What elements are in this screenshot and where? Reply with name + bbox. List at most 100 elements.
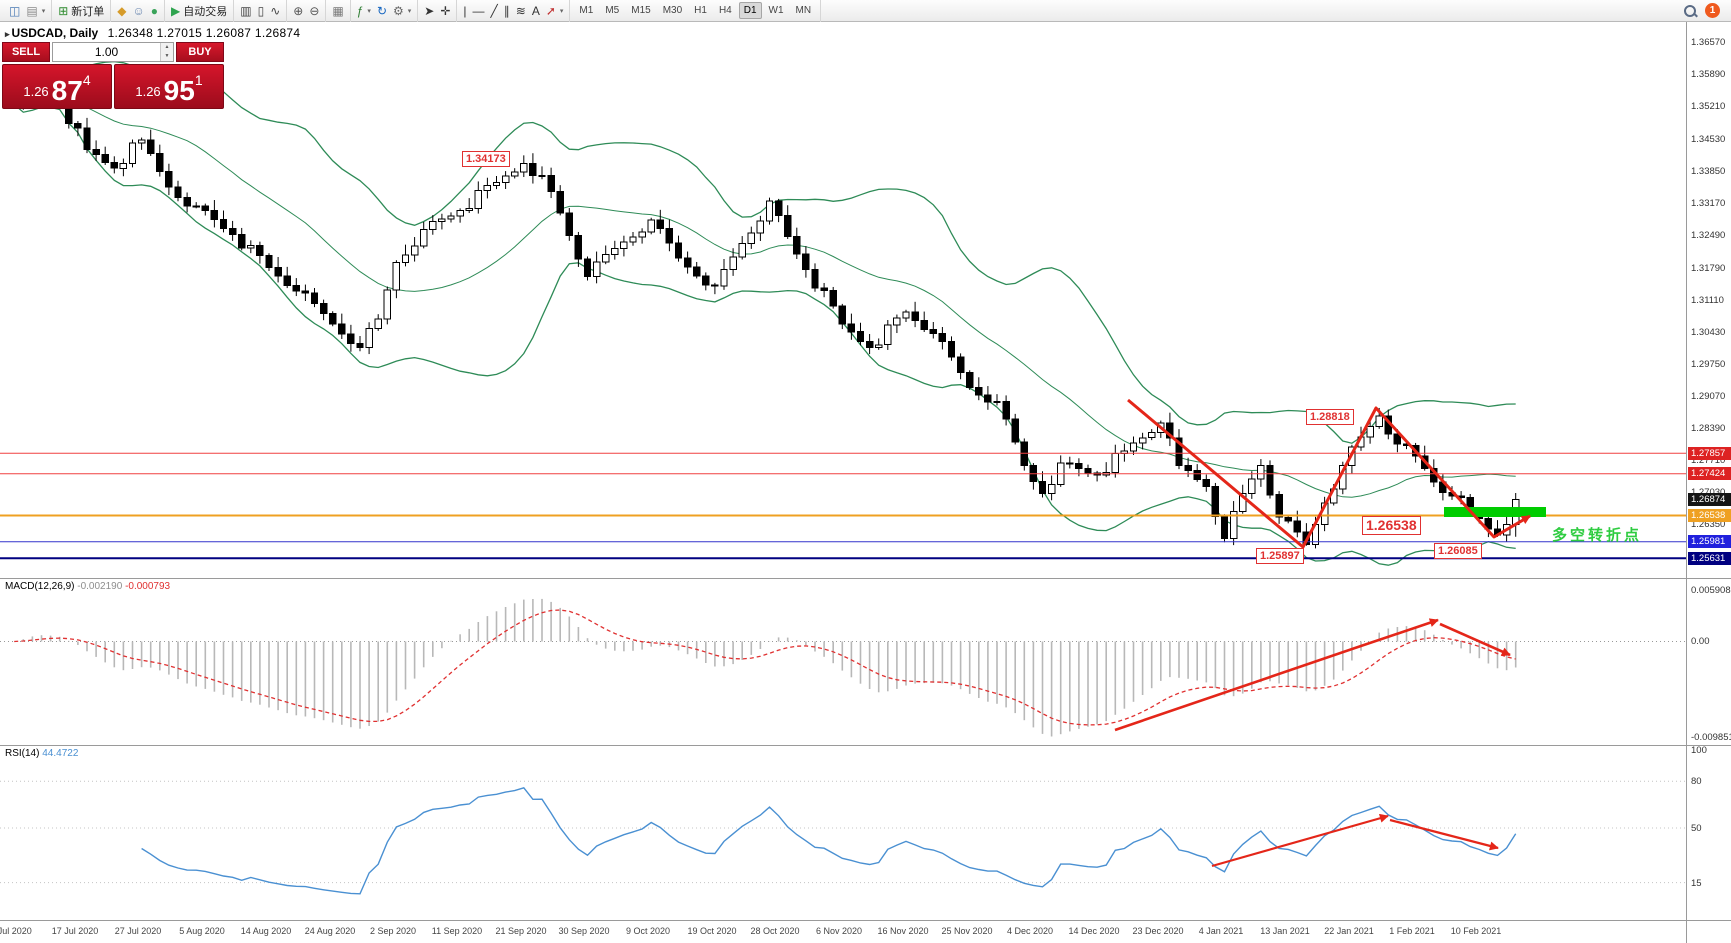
profiles-icon: ▤ xyxy=(26,3,38,18)
indicators-button-dropdown-icon[interactable]: ▾ xyxy=(367,7,371,15)
pane-frame xyxy=(0,22,1731,943)
bid-price-small: 1.26 xyxy=(23,84,49,99)
bid-price-box[interactable]: 1.26 87 4 xyxy=(2,64,112,109)
search-icon[interactable] xyxy=(1683,4,1697,18)
macd-tick--0.009851: -0.009851 xyxy=(1691,732,1731,743)
toolbar-groups: ◫ ▤ ▾ ⊞ 新订单 ◆ ☺ ● ▶ 自动交易 ▥ ▯ ∿ ⊕ ⊖ ▦ ƒ ▾ ↻ ⚙ ▾ ➤ ✛ | — ╱ ∥ ≋ A ➚ ▾ M1 M5… xyxy=(3,0,822,22)
notifications-badge[interactable]: 1 xyxy=(1705,3,1720,18)
tile-windows-icon: ▦ xyxy=(332,3,344,18)
date-label-14-Aug-2020: 14 Aug 2020 xyxy=(240,926,292,936)
new-order-icon: ⊞ xyxy=(58,3,69,18)
refresh-button[interactable]: ↻ xyxy=(374,2,390,20)
macd-signal-value: -0.000793 xyxy=(125,581,171,592)
macd-tick-0.005908: 0.005908 xyxy=(1691,585,1731,596)
channel-tool-button[interactable]: ∥ xyxy=(501,2,513,20)
date-label-7-Jul-2020: 7 Jul 2020 xyxy=(0,926,32,936)
volume-down-button[interactable]: ▼ xyxy=(161,52,173,61)
ask-price-small: 1.26 xyxy=(135,84,161,99)
chart-settings-button-dropdown-icon[interactable]: ▾ xyxy=(407,7,412,15)
annotation-jan-high: 1.28818 xyxy=(1306,409,1354,425)
annotation-jan-low: 1.25897 xyxy=(1256,548,1304,564)
price-axis[interactable]: 1.36570 1.35890 1.35210 1.34530 1.33850 1.331… xyxy=(1688,0,1731,943)
annotation-key-level: 1.26538 xyxy=(1362,516,1421,535)
zoom-out-icon: ⊖ xyxy=(309,3,320,18)
shapes-tool-button[interactable]: ➚ ▾ xyxy=(543,2,567,20)
market-watch-icon-icon: ◆ xyxy=(117,3,127,18)
timeframe-d1[interactable]: D1 xyxy=(738,2,762,19)
price-tick-1.34530: 1.34530 xyxy=(1691,134,1726,145)
timeframe-w1[interactable]: W1 xyxy=(768,5,784,16)
buy-button[interactable]: BUY xyxy=(176,42,224,62)
bar-chart-type-icon: ▥ xyxy=(240,3,252,18)
community-icon[interactable]: ☺ xyxy=(130,2,148,20)
date-label-11-Sep-2020: 11 Sep 2020 xyxy=(431,926,483,936)
toolbar-group: ▥ ▯ ∿ xyxy=(234,0,288,22)
price-tick-1.33170: 1.33170 xyxy=(1691,198,1726,209)
vertical-line-tool-button[interactable]: | xyxy=(460,2,469,20)
volume-up-button[interactable]: ▲ xyxy=(161,43,173,52)
date-label-28-Oct-2020: 28 Oct 2020 xyxy=(750,926,800,936)
timeframe-h1[interactable]: H1 xyxy=(694,5,707,16)
price-tick-1.32490: 1.32490 xyxy=(1691,230,1726,241)
new-order-button[interactable]: ⊞ 新订单 xyxy=(55,2,107,20)
text-tool-button[interactable]: A xyxy=(529,2,543,20)
trendline-tool-button[interactable]: ╱ xyxy=(488,2,501,20)
profiles-button[interactable]: ▤ ▾ xyxy=(23,2,48,20)
cursor-tool-button[interactable]: ➤ xyxy=(421,2,437,20)
line-chart-type-button[interactable]: ∿ xyxy=(267,2,283,20)
indicators-button[interactable]: ƒ ▾ xyxy=(354,2,374,20)
date-axis[interactable]: 7 Jul 2020 17 Jul 2020 27 Jul 2020 5 Aug 20… xyxy=(0,921,1686,943)
bollinger-bands xyxy=(13,60,1516,566)
autotrading-button[interactable]: ▶ 自动交易 xyxy=(168,2,230,20)
price-tick-1.27030: 1.27030 xyxy=(1691,487,1725,498)
symbol-title: USDCAD, Daily xyxy=(11,26,99,40)
market-icon-icon: ● xyxy=(150,3,159,18)
price-tick-1.31110: 1.31110 xyxy=(1691,295,1724,306)
rsi-tick-50: 50 xyxy=(1691,823,1702,834)
horizontal-levels[interactable] xyxy=(0,452,1686,560)
rsi-pane xyxy=(0,780,1686,895)
zoom-out-button[interactable]: ⊖ xyxy=(306,2,322,20)
date-label-1-Feb-2021: 1 Feb 2021 xyxy=(1389,926,1435,936)
trendline-tool-icon: ╱ xyxy=(490,3,498,18)
market-icon[interactable]: ● xyxy=(148,2,161,20)
timeframe-h4[interactable]: H4 xyxy=(718,5,732,16)
rsi-label: RSI(14) 44.4722 xyxy=(5,748,78,759)
community-icon-icon: ☺ xyxy=(132,3,145,18)
toolbar-group: ⊞ 新订单 xyxy=(52,0,112,22)
zoom-in-button[interactable]: ⊕ xyxy=(290,2,306,20)
shapes-tool-icon: ➚ xyxy=(545,3,556,18)
timeframe-m30[interactable]: M30 xyxy=(662,5,683,16)
date-label-30-Sep-2020: 30 Sep 2020 xyxy=(558,926,610,936)
price-tick-1.26350: 1.26350 xyxy=(1691,519,1726,530)
tile-windows-button[interactable]: ▦ xyxy=(329,2,346,20)
bar-chart-type-button[interactable]: ▥ xyxy=(237,2,254,20)
ask-price-box[interactable]: 1.26 95 1 xyxy=(114,64,224,109)
chart-settings-button[interactable]: ⚙ ▾ xyxy=(390,2,414,20)
timeframe-m5[interactable]: M5 xyxy=(605,5,620,16)
candlestick-type-button[interactable]: ▯ xyxy=(255,2,268,20)
bid-price-pip: 4 xyxy=(82,72,91,88)
market-watch-icon[interactable]: ◆ xyxy=(114,2,129,20)
shapes-tool-button-dropdown-icon[interactable]: ▾ xyxy=(559,7,564,15)
profiles-button-dropdown-icon[interactable]: ▾ xyxy=(41,7,46,15)
timeframe-m15[interactable]: M15 xyxy=(631,5,651,16)
volume-input[interactable]: 1.00 xyxy=(94,45,119,59)
date-label-9-Oct-2020: 9 Oct 2020 xyxy=(625,926,671,936)
timeframe-m1[interactable]: M1 xyxy=(579,5,594,16)
toolbar-group: ⊕ ⊖ xyxy=(287,0,327,22)
rsi-tick-15: 15 xyxy=(1691,878,1702,889)
vertical-line-tool-icon: | xyxy=(463,3,467,18)
new-chart-button[interactable]: ◫ xyxy=(6,2,23,20)
timeframe-mn[interactable]: MN xyxy=(795,5,812,16)
sell-button[interactable]: SELL xyxy=(2,42,50,62)
level-badge-1.25631: 1.25631 xyxy=(1688,552,1731,565)
horizontal-line-tool-button[interactable]: — xyxy=(470,2,488,20)
crosshair-tool-button[interactable]: ✛ xyxy=(437,2,453,20)
date-label-22-Jan-2021: 22 Jan 2021 xyxy=(1324,926,1374,936)
new-order-button-label: 新订单 xyxy=(71,5,105,18)
fibonacci-tool-button[interactable]: ≋ xyxy=(513,2,529,20)
toolbar-group: ƒ ▾ ↻ ⚙ ▾ xyxy=(351,0,419,22)
price-tick-1.29070: 1.29070 xyxy=(1691,391,1726,402)
